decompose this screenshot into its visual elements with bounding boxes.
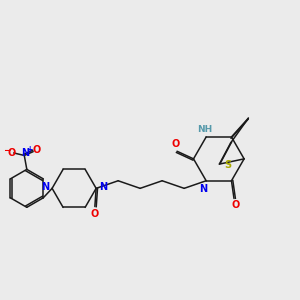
Text: NH: NH [197, 125, 212, 134]
Text: O: O [231, 200, 239, 211]
Text: −: − [3, 146, 10, 155]
Text: O: O [171, 140, 179, 149]
Text: +: + [27, 145, 33, 154]
Text: N: N [41, 182, 49, 192]
Text: S: S [224, 160, 231, 170]
Text: O: O [7, 148, 15, 158]
Text: N: N [199, 184, 207, 194]
Text: O: O [91, 209, 99, 219]
Text: N: N [99, 182, 107, 192]
Text: N: N [21, 148, 29, 158]
Text: O: O [33, 146, 41, 155]
